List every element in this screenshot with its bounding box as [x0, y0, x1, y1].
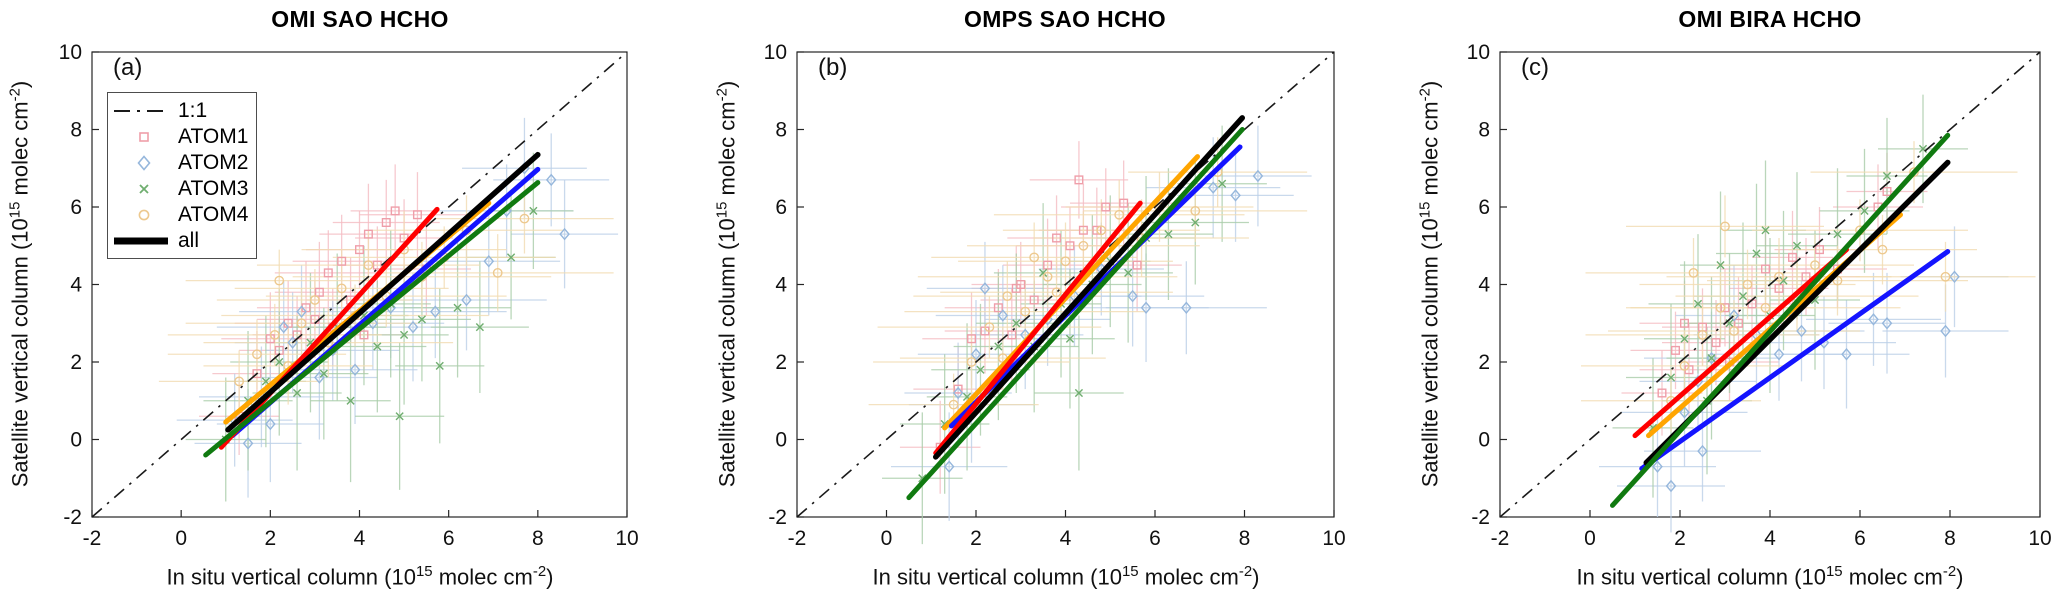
svg-text:6: 6 [443, 527, 455, 550]
legend-label: ATOM1 [178, 125, 249, 148]
svg-text:2: 2 [264, 527, 276, 550]
svg-text:0: 0 [775, 429, 787, 452]
svg-text:-2: -2 [1491, 527, 1510, 550]
open-diamond-icon [113, 155, 175, 171]
svg-text:8: 8 [1944, 527, 1956, 550]
svg-text:10: 10 [1322, 527, 1345, 550]
svg-text:4: 4 [775, 274, 787, 297]
legend-item-identity: 1:1 [108, 98, 256, 124]
svg-text:2: 2 [970, 527, 982, 550]
legend-label: ATOM4 [178, 203, 249, 226]
svg-text:6: 6 [1854, 527, 1866, 550]
svg-text:0: 0 [881, 527, 893, 550]
panel-b-y-axis-label: Satellite vertical column (1015 molec cm… [713, 80, 740, 488]
panel-c-title: OMI BIRA HCHO [1678, 6, 1862, 32]
svg-text:-2: -2 [788, 527, 807, 550]
svg-text:6: 6 [1478, 196, 1490, 219]
panel-a-title: OMI SAO HCHO [271, 6, 449, 32]
panel-a-y-axis-label: Satellite vertical column (1015 molec cm… [6, 80, 33, 488]
dashdot-line-icon [113, 107, 175, 115]
panel-c-letter: (c) [1521, 54, 1549, 81]
svg-text:10: 10 [1467, 41, 1490, 64]
open-square-icon [113, 130, 175, 144]
svg-text:8: 8 [70, 119, 82, 142]
svg-text:2: 2 [70, 351, 82, 374]
svg-text:10: 10 [615, 527, 638, 550]
svg-text:4: 4 [1764, 527, 1776, 550]
svg-text:2: 2 [1674, 527, 1686, 550]
svg-text:-2: -2 [768, 506, 787, 529]
svg-text:4: 4 [70, 274, 82, 297]
svg-text:-2: -2 [83, 527, 102, 550]
legend-item-atom4: ATOM4 [108, 202, 256, 228]
panel-a-x-axis-label: In situ vertical column (1015 molec cm-2… [166, 563, 554, 590]
svg-text:4: 4 [1478, 274, 1490, 297]
svg-text:-2: -2 [63, 506, 82, 529]
svg-text:0: 0 [175, 527, 187, 550]
svg-text:8: 8 [1239, 527, 1251, 550]
svg-text:10: 10 [764, 41, 787, 64]
svg-text:8: 8 [532, 527, 544, 550]
legend-label: ATOM3 [178, 177, 249, 200]
panel-c-y-axis-label: Satellite vertical column (1015 molec cm… [1416, 80, 1443, 488]
svg-text:6: 6 [70, 196, 82, 219]
legend-box: 1:1 ATOM1 ATOM2 ATOM3 ATOM4 [107, 92, 257, 259]
svg-text:4: 4 [354, 527, 366, 550]
svg-text:10: 10 [59, 41, 82, 64]
panel-c-x-axis-label: In situ vertical column (1015 molec cm-2… [1576, 563, 1964, 590]
open-circle-icon [113, 208, 175, 222]
svg-text:0: 0 [1478, 429, 1490, 452]
svg-text:8: 8 [1478, 119, 1490, 142]
svg-text:0: 0 [1584, 527, 1596, 550]
legend-item-atom3: ATOM3 [108, 176, 256, 202]
svg-text:8: 8 [775, 119, 787, 142]
svg-text:2: 2 [775, 351, 787, 374]
svg-text:6: 6 [1149, 527, 1161, 550]
svg-text:4: 4 [1060, 527, 1072, 550]
x-cross-icon [113, 182, 175, 196]
svg-text:10: 10 [2028, 527, 2051, 550]
panel-b-x-axis-label: In situ vertical column (1015 molec cm-2… [872, 563, 1260, 590]
svg-text:6: 6 [775, 196, 787, 219]
legend-label: all [178, 229, 200, 252]
thick-line-icon [113, 236, 175, 246]
svg-text:-2: -2 [1471, 506, 1490, 529]
legend-label: 1:1 [178, 99, 208, 122]
svg-text:2: 2 [1478, 351, 1490, 374]
legend-item-atom1: ATOM1 [108, 124, 256, 150]
legend-item-all: all [108, 228, 256, 254]
legend-label: ATOM2 [178, 151, 249, 174]
panel-b-letter: (b) [818, 54, 848, 81]
panel-a-letter: (a) [113, 54, 143, 81]
legend-item-atom2: ATOM2 [108, 150, 256, 176]
svg-text:0: 0 [70, 429, 82, 452]
panel-b-title: OMPS SAO HCHO [964, 6, 1166, 32]
